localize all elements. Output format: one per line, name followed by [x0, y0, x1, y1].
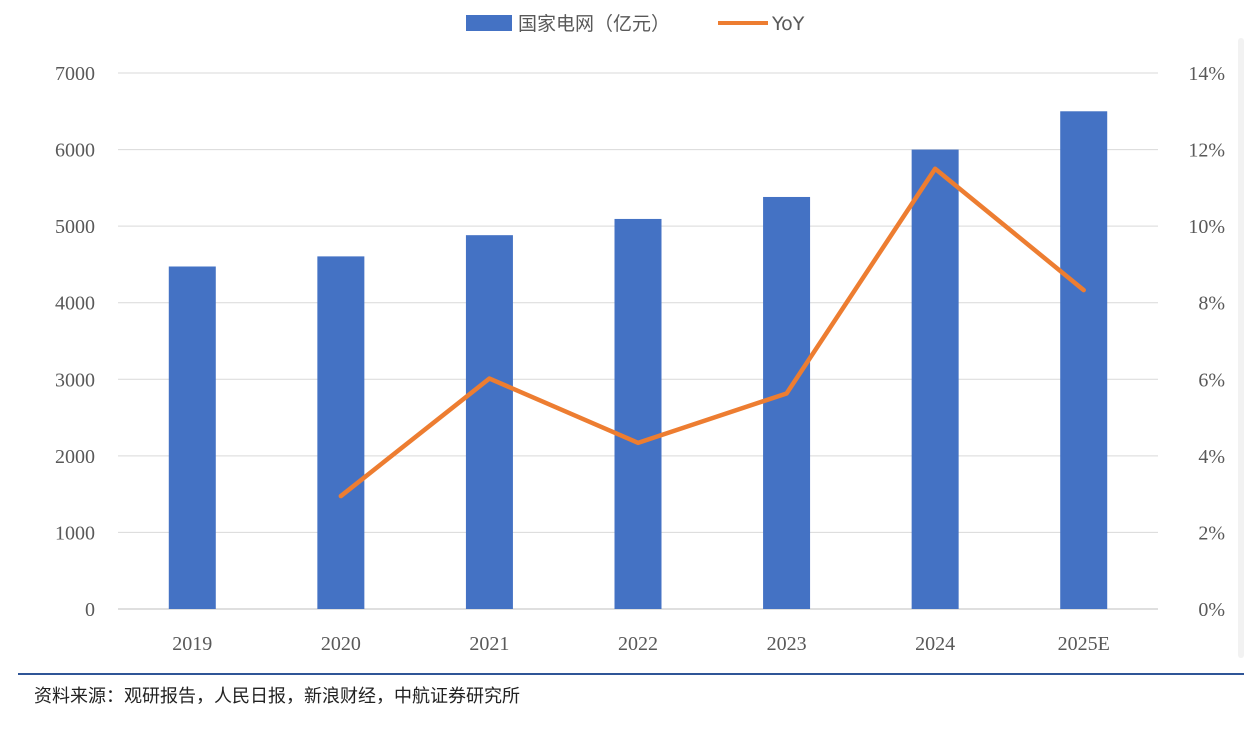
left-axis-tick-label: 4000: [55, 293, 95, 315]
left-axis-tick-label: 2000: [55, 446, 95, 468]
right-axis-tick-label: 14%: [1188, 63, 1225, 85]
x-axis-tick-label: 2023: [767, 633, 807, 655]
bar: [911, 149, 959, 610]
yoy-line-series: [338, 166, 1086, 499]
legend-line-label: YoY: [771, 13, 805, 35]
bar: [168, 266, 216, 609]
right-axis-ticks: 0% 2% 4% 6% 8% 10% 12% 14%: [1188, 63, 1225, 621]
bar: [465, 235, 513, 609]
source-note: 资料来源：观研报告，人民日报，新浪财经，中航证券研究所: [34, 686, 520, 707]
x-axis-tick-label: 2019: [172, 633, 212, 655]
yoy-line: [338, 166, 1086, 499]
bar-series: [168, 111, 1108, 610]
x-axis-ticks: 2019 2020 2021 2022 2023 2024 2025E: [172, 633, 1110, 655]
right-axis-tick-label: 0%: [1198, 599, 1225, 621]
x-axis-tick-label: 2024: [915, 633, 955, 655]
right-axis-tick-label: 12%: [1188, 140, 1225, 162]
x-axis-tick-label: 2025E: [1058, 633, 1110, 655]
bar: [763, 196, 811, 609]
legend-bar-swatch: [466, 15, 512, 31]
left-axis-tick-label: 3000: [55, 369, 95, 391]
right-axis-tick-label: 2%: [1198, 522, 1225, 544]
left-axis-tick-label: 7000: [55, 63, 95, 85]
right-axis-tick-label: 8%: [1198, 293, 1225, 315]
source-divider: [18, 673, 1244, 675]
left-axis-tick-label: 5000: [55, 216, 95, 238]
combo-chart: 0 1000 2000 3000 4000 5000 6000 7000 0% 2% 4% 6% 8%…: [55, 13, 1225, 655]
left-axis-ticks: 0 1000 2000 3000 4000 5000 6000 7000: [55, 63, 95, 621]
right-axis-tick-label: 6%: [1198, 369, 1225, 391]
bar: [614, 218, 662, 610]
bar: [1060, 111, 1108, 610]
right-axis-tick-label: 4%: [1198, 446, 1225, 468]
legend-bar-label: 国家电网（亿元）: [518, 13, 670, 35]
left-axis-tick-label: 0: [85, 599, 95, 621]
right-axis-tick-label: 10%: [1188, 216, 1225, 238]
bar: [317, 256, 365, 609]
left-axis-tick-label: 6000: [55, 140, 95, 162]
scroll-edge: [1238, 38, 1244, 658]
left-axis-tick-label: 1000: [55, 522, 95, 544]
x-axis-tick-label: 2021: [469, 633, 509, 655]
legend: 国家电网（亿元） YoY: [466, 13, 805, 35]
x-axis-tick-label: 2020: [321, 633, 361, 655]
x-axis-tick-label: 2022: [618, 633, 658, 655]
